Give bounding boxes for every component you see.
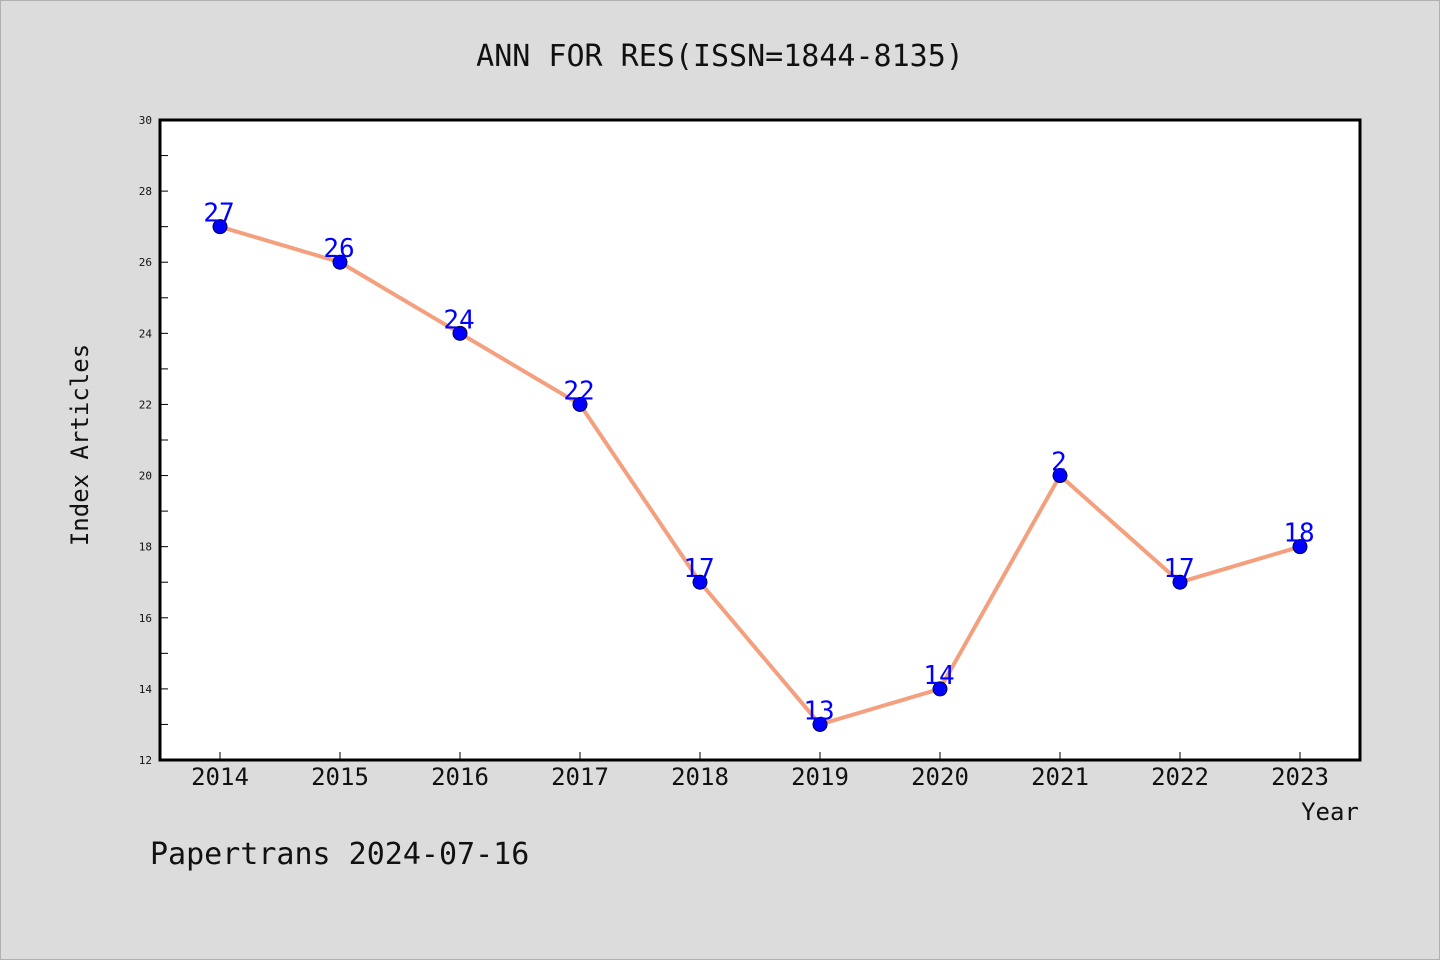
data-point <box>692 574 708 590</box>
data-label: 18 <box>1283 519 1314 549</box>
x-tick-label: 2021 <box>1031 763 1089 791</box>
x-tick-label: 2014 <box>191 763 249 791</box>
watermark-text: Papertrans 2024-07-16 <box>150 837 529 872</box>
x-tick-label: 2015 <box>311 763 369 791</box>
y-tick-label: 14 <box>139 683 153 696</box>
y-tick-label: 22 <box>139 398 152 411</box>
x-axis: 2014 2015 2016 2017 2018 2019 2020 2021 2022 2023 <box>191 752 1329 791</box>
y-tick-label: 26 <box>139 256 152 269</box>
data-label: 13 <box>803 696 834 726</box>
y-tick-label: 20 <box>139 470 152 483</box>
x-tick-label: 2017 <box>551 763 609 791</box>
y-tick-label: 30 <box>139 114 152 127</box>
x-axis-label: Year <box>1301 798 1359 826</box>
data-point <box>1052 468 1068 484</box>
data-point <box>812 716 828 732</box>
data-label: 26 <box>323 234 354 264</box>
y-tick-label: 16 <box>139 612 152 625</box>
data-point <box>212 219 228 235</box>
data-label: 27 <box>203 199 234 229</box>
x-tick-label: 2020 <box>911 763 969 791</box>
y-tick-label: 28 <box>139 185 152 198</box>
data-label: 14 <box>923 661 954 691</box>
y-tick-label: 18 <box>139 541 152 554</box>
chart-title: ANN FOR RES(ISSN=1844-8135) <box>476 39 964 74</box>
data-points <box>212 219 1308 732</box>
x-tick-label: 2016 <box>431 763 489 791</box>
x-tick-label: 2023 <box>1271 763 1329 791</box>
data-point <box>1292 539 1308 555</box>
data-label: 17 <box>1163 554 1194 584</box>
data-point <box>332 254 348 270</box>
data-point <box>572 396 588 412</box>
data-point <box>452 325 468 341</box>
y-axis-label: Index Articles <box>66 344 94 546</box>
x-tick-label: 2018 <box>671 763 729 791</box>
data-label: 17 <box>683 554 714 584</box>
data-label: 22 <box>563 376 594 406</box>
data-point <box>932 681 948 697</box>
data-point <box>1172 574 1188 590</box>
y-tick-label: 12 <box>139 754 152 767</box>
y-axis: 12 14 16 18 20 22 24 26 28 30 <box>139 114 168 767</box>
plot-area <box>158 118 1362 762</box>
data-labels: 27 26 24 22 17 13 14 2 17 18 <box>203 199 1314 727</box>
y-tick-label: 24 <box>139 327 153 340</box>
x-tick-label: 2019 <box>791 763 849 791</box>
series-line <box>219 224 1301 727</box>
x-tick-label: 2022 <box>1151 763 1209 791</box>
data-label: 24 <box>443 305 474 335</box>
data-label: 2 <box>1051 448 1067 478</box>
